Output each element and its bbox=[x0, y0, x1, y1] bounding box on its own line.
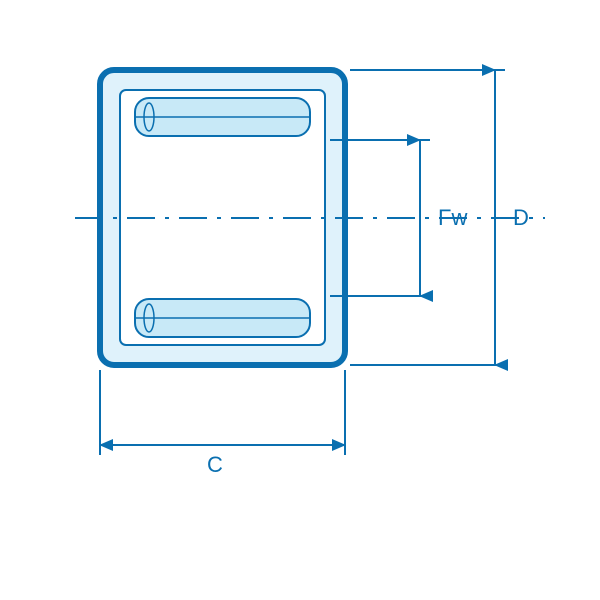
bearing-diagram: C Fw D bbox=[0, 0, 600, 600]
roller-bottom bbox=[135, 299, 310, 337]
roller-top bbox=[135, 98, 310, 136]
dimension-fw-label: Fw bbox=[438, 205, 467, 230]
dimension-c-label: C bbox=[207, 452, 223, 477]
dimension-d-label: D bbox=[513, 205, 529, 230]
dimension-c: C bbox=[100, 370, 345, 477]
